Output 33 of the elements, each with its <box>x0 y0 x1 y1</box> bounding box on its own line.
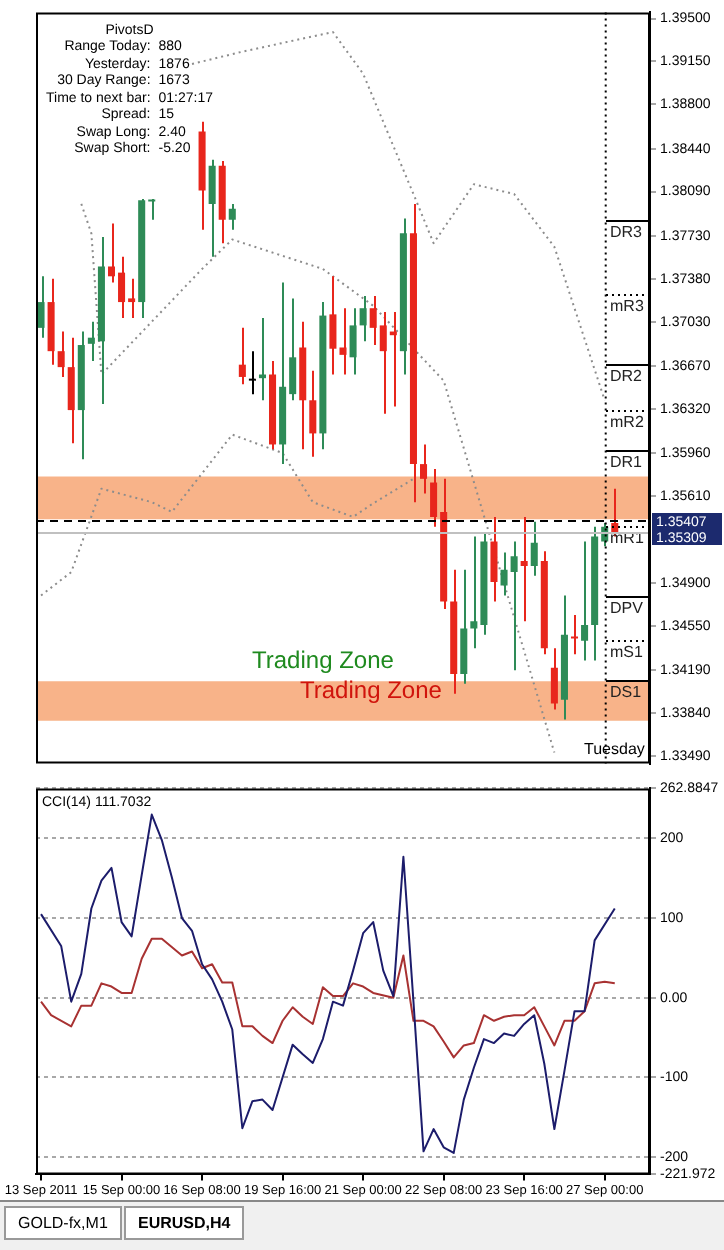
candlestick <box>309 369 317 458</box>
candlestick <box>67 336 75 445</box>
candlestick <box>520 515 528 623</box>
candlestick <box>37 275 45 339</box>
candlestick <box>460 568 468 685</box>
candlestick <box>530 520 538 577</box>
annotation: Tuesday <box>584 740 645 758</box>
ref-line-label: mR3 <box>610 297 645 316</box>
ref-line-label: DS1 <box>610 683 643 702</box>
ref-line-label: mR2 <box>610 413 645 432</box>
candlestick <box>581 540 589 662</box>
annotation: Trading Zone <box>252 646 394 674</box>
ref-line-label: DR2 <box>610 367 644 386</box>
candlestick <box>570 614 579 656</box>
candlestick <box>57 330 65 378</box>
candlestick <box>208 158 216 258</box>
line-series <box>80 202 556 754</box>
candlestick <box>490 515 498 603</box>
candlestick <box>228 202 236 231</box>
ref-line-label: mS1 <box>610 643 644 662</box>
candlestick <box>359 294 367 343</box>
annotation: Trading Zone <box>300 676 442 704</box>
candlestick <box>420 443 428 495</box>
candlestick <box>258 317 266 402</box>
candlestick <box>248 350 256 396</box>
ref-line-label: DPV <box>610 599 645 618</box>
candlestick <box>238 326 246 386</box>
line-series <box>40 433 415 597</box>
candlestick <box>349 307 357 376</box>
candlestick <box>550 647 558 711</box>
tab-strip: GOLD-fx,M1 EURUSD,H4 <box>0 1200 724 1250</box>
ref-line-label: DR1 <box>610 453 644 472</box>
ref-line-label: DR3 <box>610 223 644 242</box>
